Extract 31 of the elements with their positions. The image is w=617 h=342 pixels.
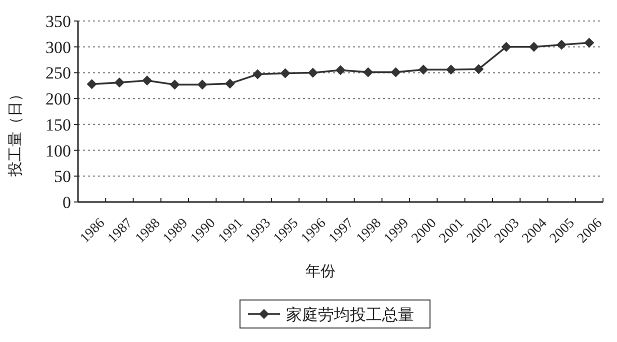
y-axis-title: 投工量（日） — [7, 86, 24, 178]
point — [114, 78, 124, 88]
point — [556, 40, 567, 50]
point — [336, 65, 346, 76]
point — [142, 75, 152, 86]
point — [418, 64, 428, 75]
point — [584, 38, 594, 48]
point — [86, 79, 97, 90]
point — [280, 68, 290, 78]
legend-label: 家庭劳均投工总量 — [286, 306, 414, 324]
y-tick-label: 0 — [62, 193, 71, 212]
point — [363, 67, 374, 78]
point — [170, 80, 180, 90]
y-tick-label: 300 — [46, 38, 71, 57]
x-tick-label: 1991 — [216, 216, 246, 246]
point — [224, 78, 235, 89]
y-tick-label: 250 — [46, 64, 71, 83]
point — [446, 64, 456, 75]
y-tick-label: 100 — [46, 141, 71, 160]
y-tick-label: 200 — [46, 90, 71, 109]
point — [252, 69, 263, 80]
y-tick-label: 350 — [46, 12, 71, 31]
point — [197, 80, 208, 90]
point — [308, 68, 318, 78]
point — [528, 42, 539, 52]
point — [501, 42, 512, 52]
x-axis-title: 年份 — [306, 263, 336, 280]
y-tick-label: 50 — [54, 167, 71, 186]
point — [390, 67, 401, 78]
y-tick-label: 150 — [46, 115, 71, 134]
point — [474, 64, 484, 74]
